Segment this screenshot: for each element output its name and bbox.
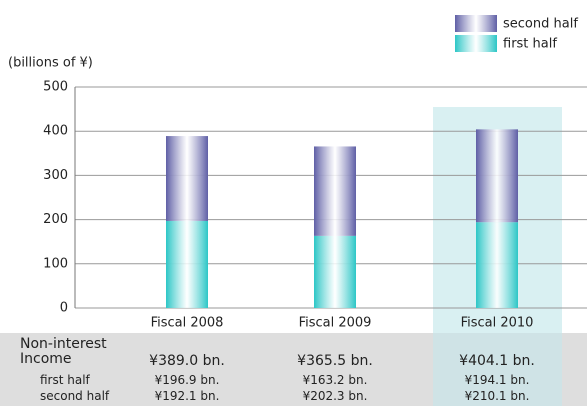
bar-segment [166,220,208,308]
bar-segment [476,129,518,223]
legend-swatch [455,15,497,32]
y-tick-label: 100 [43,256,68,271]
legend-label: second half [503,17,578,32]
x-tick-label: Fiscal 2008 [151,316,224,331]
y-tick-label: 400 [43,124,68,139]
bar-segment [314,235,356,308]
bar-segment [314,146,356,236]
y-tick-label: 300 [43,168,68,183]
table-cell: ¥404.1 bn. [459,353,535,369]
bar-segment [476,222,518,308]
table-cell: ¥194.1 bn. [464,373,530,387]
x-tick-label: Fiscal 2009 [299,316,372,331]
table-cell: ¥210.1 bn. [464,389,530,403]
data-table: Non-interest Income ¥389.0 bn. ¥365.5 bn. ¥… [0,333,587,406]
table-cell: ¥192.1 bn. [154,389,220,403]
table-cell: ¥389.0 bn. [149,353,225,369]
y-axis-label: (billions of ¥) [8,56,93,71]
y-tick-label: 200 [43,212,68,227]
row-label: Non-interest Income [20,336,107,367]
table-cell: ¥202.3 bn. [302,389,368,403]
legend-label: first half [503,37,557,52]
x-tick-label: Fiscal 2010 [461,316,534,331]
y-tick-label: 500 [43,80,68,95]
table-highlight [433,333,562,406]
bar-segment [166,136,208,221]
row-label: second half [40,389,110,403]
y-tick-label: 0 [60,301,68,316]
table-cell: ¥196.9 bn. [154,373,220,387]
legend-swatch [455,35,497,52]
table-cell: ¥163.2 bn. [302,373,368,387]
row-label: first half [40,373,90,387]
table-cell: ¥365.5 bn. [297,353,373,369]
